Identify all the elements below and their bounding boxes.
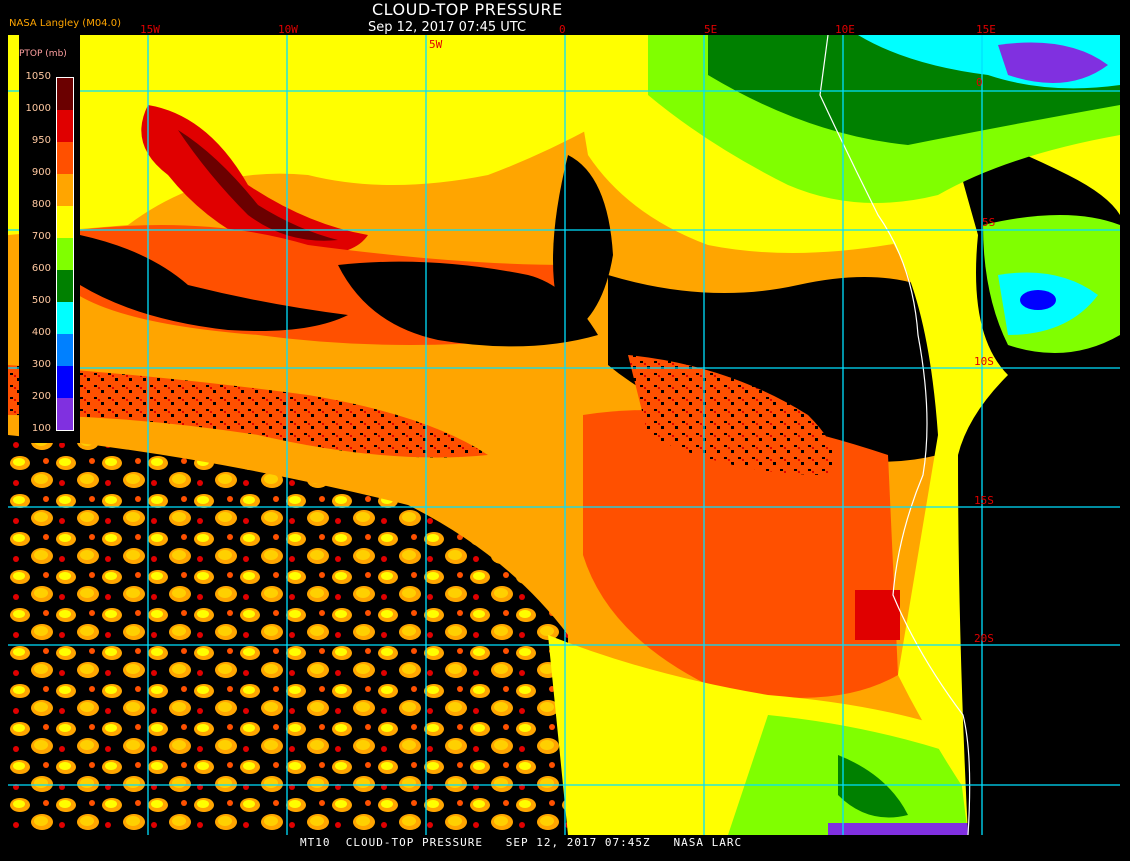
cloud-top-pressure-map: [8, 35, 1120, 835]
legend-tick-label: 1000: [25, 103, 51, 114]
purple-cloud-edge: [828, 823, 968, 835]
legend-swatch: [57, 238, 73, 270]
lon-label-15w: 15W: [140, 23, 160, 36]
lon-label-0: 0: [559, 23, 566, 36]
red-streak: [141, 105, 368, 255]
yellow-cloud-band-north: [8, 35, 648, 235]
lat-label-10s: 10S: [974, 355, 994, 368]
orange-red-stratocumulus: [583, 410, 898, 698]
legend-swatch: [57, 206, 73, 238]
lat-label-20s: 20S: [974, 632, 994, 645]
lon-label-5w: 5W: [429, 38, 443, 51]
clear-patch: [553, 155, 613, 335]
clear-patch: [80, 235, 348, 331]
legend-swatch: [57, 142, 73, 174]
legend-tick-label: 100: [31, 423, 51, 434]
legend-swatch: [57, 302, 73, 334]
legend-swatch: [57, 78, 73, 110]
map-title: CLOUD-TOP PRESSURE: [372, 0, 563, 19]
map-timestamp: Sep 12, 2017 07:45 UTC: [368, 20, 527, 35]
legend-tick-label: 600: [31, 263, 51, 274]
legend-swatch: [57, 110, 73, 142]
legend-tick-label: 900: [31, 167, 51, 178]
legend-tick-label: 300: [31, 359, 51, 370]
clear-patch: [338, 261, 598, 347]
legend-swatch: [57, 398, 73, 430]
dark-red-streak: [178, 130, 338, 241]
green-cloud-south-dark: [838, 755, 908, 818]
legend-tick-label: 700: [31, 231, 51, 242]
legend-tick-label: 800: [31, 199, 51, 210]
lon-label-5e: 5E: [704, 23, 718, 36]
legend-tick-label: 200: [31, 391, 51, 402]
coastline: [819, 35, 971, 835]
lon-label-10w: 10W: [278, 23, 298, 36]
color-legend: PTOP (mb) 1050 1000 950 900 800 700 600 500 400 3…: [19, 35, 80, 443]
lon-label-10e: 10E: [835, 23, 855, 36]
legend-swatch: [57, 270, 73, 302]
legend-tick-label: 400: [31, 327, 51, 338]
lat-label-15s: 15S: [974, 494, 994, 507]
purple-deep-convection: [998, 42, 1108, 83]
legend-swatch: [57, 366, 73, 398]
broken-cloud: [8, 365, 488, 458]
legend-swatch: [57, 174, 73, 206]
footer-bar: MT10 CLOUD-TOP PRESSURE SEP 12, 2017 07:…: [0, 835, 1130, 850]
legend-tick-label: 500: [31, 295, 51, 306]
credit-label: NASA Langley (M04.0): [9, 18, 121, 29]
lon-label-15e: 15E: [976, 23, 996, 36]
footer-caption: MT10 CLOUD-TOP PRESSURE SEP 12, 2017 07:…: [300, 836, 743, 849]
legend-swatch: [57, 334, 73, 366]
blue-cloud-east: [1020, 290, 1056, 310]
legend-tick-label: 1050: [25, 71, 51, 82]
lat-label-0: 0: [976, 76, 983, 89]
legend-colorbar: [56, 77, 74, 431]
lat-lon-grid: [8, 35, 1120, 835]
legend-tick-label: 950: [31, 135, 51, 146]
red-patch: [855, 590, 900, 640]
legend-title: PTOP (mb): [19, 49, 67, 59]
broken-cloud: [628, 355, 835, 475]
lat-label-5s: 5S: [982, 216, 996, 229]
